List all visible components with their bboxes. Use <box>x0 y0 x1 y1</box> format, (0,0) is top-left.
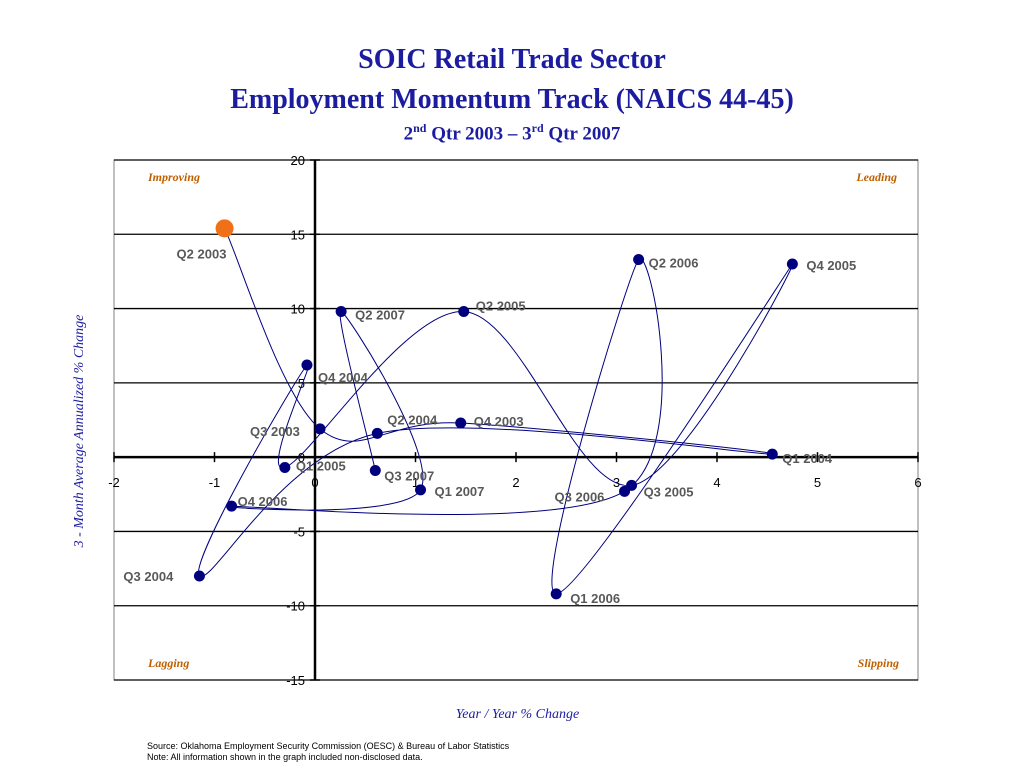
x-tick-label: 4 <box>713 475 720 490</box>
data-point-start <box>215 219 234 238</box>
y-tick-label: 10 <box>291 302 305 317</box>
data-point <box>550 588 562 600</box>
note-text: Note: All information shown in the graph… <box>147 752 423 762</box>
data-point <box>193 570 205 582</box>
data-point <box>371 427 383 439</box>
point-label: Q3 2004 <box>123 569 174 584</box>
data-point <box>314 423 326 435</box>
momentum-track-line <box>198 228 794 595</box>
point-labels: Q2 2003 Q3 2003 Q4 2003 Q1 2004 Q2 2004 Q3 20… <box>123 246 856 605</box>
quadrant-label-lagging: Lagging <box>147 656 189 670</box>
y-tick-label: -5 <box>293 524 305 539</box>
point-label: Q2 2003 <box>177 246 227 261</box>
grid-lines <box>114 159 918 681</box>
y-tick-label: 20 <box>291 153 305 168</box>
data-point <box>415 484 427 496</box>
point-label: Q1 2007 <box>435 484 485 499</box>
y-tick-label: 15 <box>291 227 305 242</box>
data-point <box>335 306 347 318</box>
chart-title-line2: Employment Momentum Track (NAICS 44-45) <box>230 84 794 115</box>
chart-title: SOIC Retail Trade Sector <box>358 44 666 75</box>
data-point <box>786 258 798 270</box>
data-point <box>458 306 470 318</box>
x-axis-label: Year / Year % Change <box>455 707 580 722</box>
source-note: Source: Oklahoma Employment Security Com… <box>147 741 509 763</box>
quadrant-label-improving: Improving <box>147 170 200 184</box>
data-point <box>455 417 467 429</box>
x-tick-label: 1 <box>412 475 419 490</box>
point-label: Q2 2006 <box>649 256 699 271</box>
x-tick-label: 5 <box>814 475 821 490</box>
x-tick-label: -2 <box>108 475 120 490</box>
point-label: Q1 2004 <box>782 451 833 466</box>
data-point <box>369 465 381 477</box>
y-tick-label: -10 <box>286 599 305 614</box>
point-label: Q1 2006 <box>570 591 620 606</box>
data-point <box>301 359 313 371</box>
y-tick-label: -15 <box>286 673 305 688</box>
y-tick-label: 5 <box>298 376 305 391</box>
point-label: Q2 2005 <box>476 299 526 314</box>
point-label: Q3 2007 <box>384 469 434 484</box>
source-text: Source: Oklahoma Employment Security Com… <box>147 741 510 751</box>
point-label: Q1 2005 <box>296 459 346 474</box>
point-label: Q2 2007 <box>355 308 405 323</box>
point-label: Q2 2004 <box>387 412 438 427</box>
data-point <box>226 500 238 512</box>
quadrant-label-leading: Leading <box>855 170 897 184</box>
axes <box>113 159 919 681</box>
data-points <box>193 219 798 600</box>
point-label: Q3 2005 <box>644 484 694 499</box>
y-axis-label: 3 - Month Average Annualized % Change <box>72 314 87 548</box>
chart-subtitle: 2nd Qtr 2003 – 3rd Qtr 2007 <box>403 121 621 145</box>
point-label: Q4 2003 <box>474 414 524 429</box>
point-label: Q4 2004 <box>318 370 369 385</box>
point-label: Q4 2006 <box>238 494 288 509</box>
x-tick-label: -1 <box>209 475 221 490</box>
data-point <box>279 462 291 474</box>
quadrant-label-slipping: Slipping <box>858 656 899 670</box>
point-label: Q4 2005 <box>806 258 856 273</box>
data-point <box>633 254 645 266</box>
point-label: Q3 2006 <box>555 489 605 504</box>
data-point <box>619 485 631 497</box>
x-tick-label: 0 <box>311 475 318 490</box>
x-tick-label: 6 <box>914 475 921 490</box>
data-point <box>766 448 778 460</box>
x-tick-label: 2 <box>512 475 519 490</box>
point-label: Q3 2003 <box>250 424 300 439</box>
y-tick-label: 0 <box>298 450 305 465</box>
